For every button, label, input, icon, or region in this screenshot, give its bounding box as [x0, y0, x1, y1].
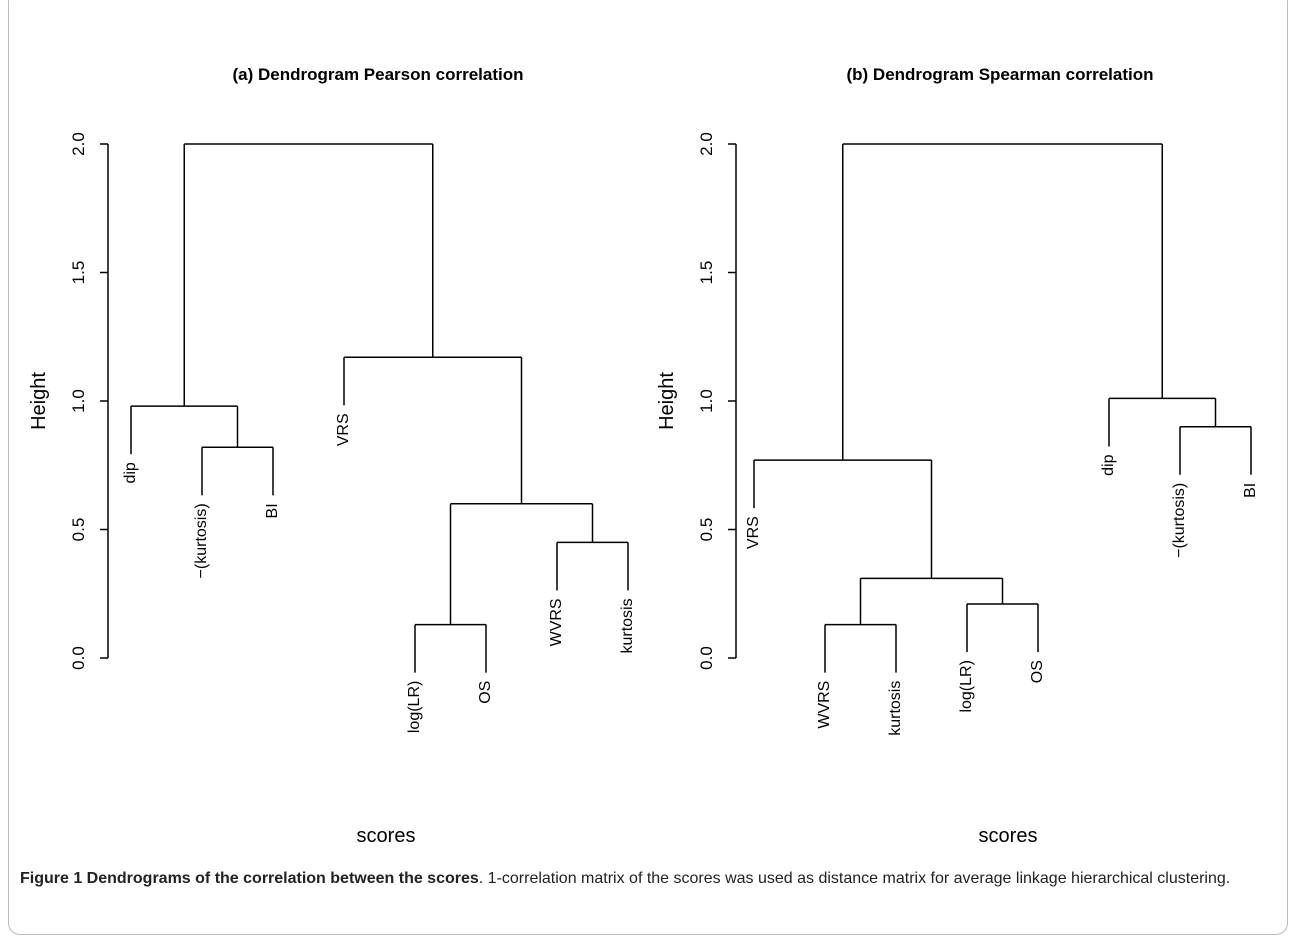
leaf-label: OS	[477, 681, 494, 704]
leaf-label: dip	[1100, 454, 1117, 475]
y-tick-label: 0.5	[69, 518, 88, 542]
leaf-label: BI	[264, 503, 281, 518]
caption: Figure 1 Dendrograms of the correlation …	[20, 867, 1270, 890]
leaf-label: VRS	[745, 516, 762, 549]
leaf-label: OS	[1029, 660, 1046, 683]
caption-text: . 1-correlation matrix of the scores was…	[478, 870, 1231, 887]
y-tick-label: 2.0	[697, 132, 716, 156]
y-tick-label: 1.5	[697, 261, 716, 285]
y-tick-label: 2.0	[69, 132, 88, 156]
x-axis-label: scores	[979, 825, 1038, 847]
leaf-label: kurtosis	[887, 681, 904, 736]
chart-title: (a) Dendrogram Pearson correlation	[233, 65, 524, 84]
leaf-label: WVRS	[548, 598, 565, 646]
y-tick-label: 1.5	[69, 261, 88, 285]
leaf-label: log(LR)	[406, 681, 423, 733]
leaf-label: WVRS	[816, 681, 833, 729]
leaf-label: BI	[1242, 483, 1259, 498]
caption-label: Figure 1 Dendrograms of the correlation …	[20, 870, 479, 887]
y-tick-label: 0.0	[69, 646, 88, 670]
leaf-label: −(kurtosis)	[193, 503, 210, 578]
leaf-label: −(kurtosis)	[1171, 483, 1188, 558]
y-tick-label: 0.5	[697, 518, 716, 542]
chart-title: (b) Dendrogram Spearman correlation	[846, 65, 1153, 84]
figure-frame	[8, 0, 1288, 935]
leaf-label: dip	[122, 462, 139, 483]
figure: (a) Dendrogram Pearson correlation Height…	[28, 65, 1259, 847]
y-axis-label: Height	[28, 372, 50, 430]
y-tick-label: 1.0	[69, 389, 88, 413]
y-axis-label: Height	[656, 372, 678, 430]
leaf-label: VRS	[335, 413, 352, 446]
x-axis-label: scores	[357, 825, 416, 847]
y-tick-label: 1.0	[697, 389, 716, 413]
leaf-label: log(LR)	[958, 660, 975, 712]
y-tick-label: 0.0	[697, 646, 716, 670]
leaf-label: kurtosis	[619, 598, 636, 653]
